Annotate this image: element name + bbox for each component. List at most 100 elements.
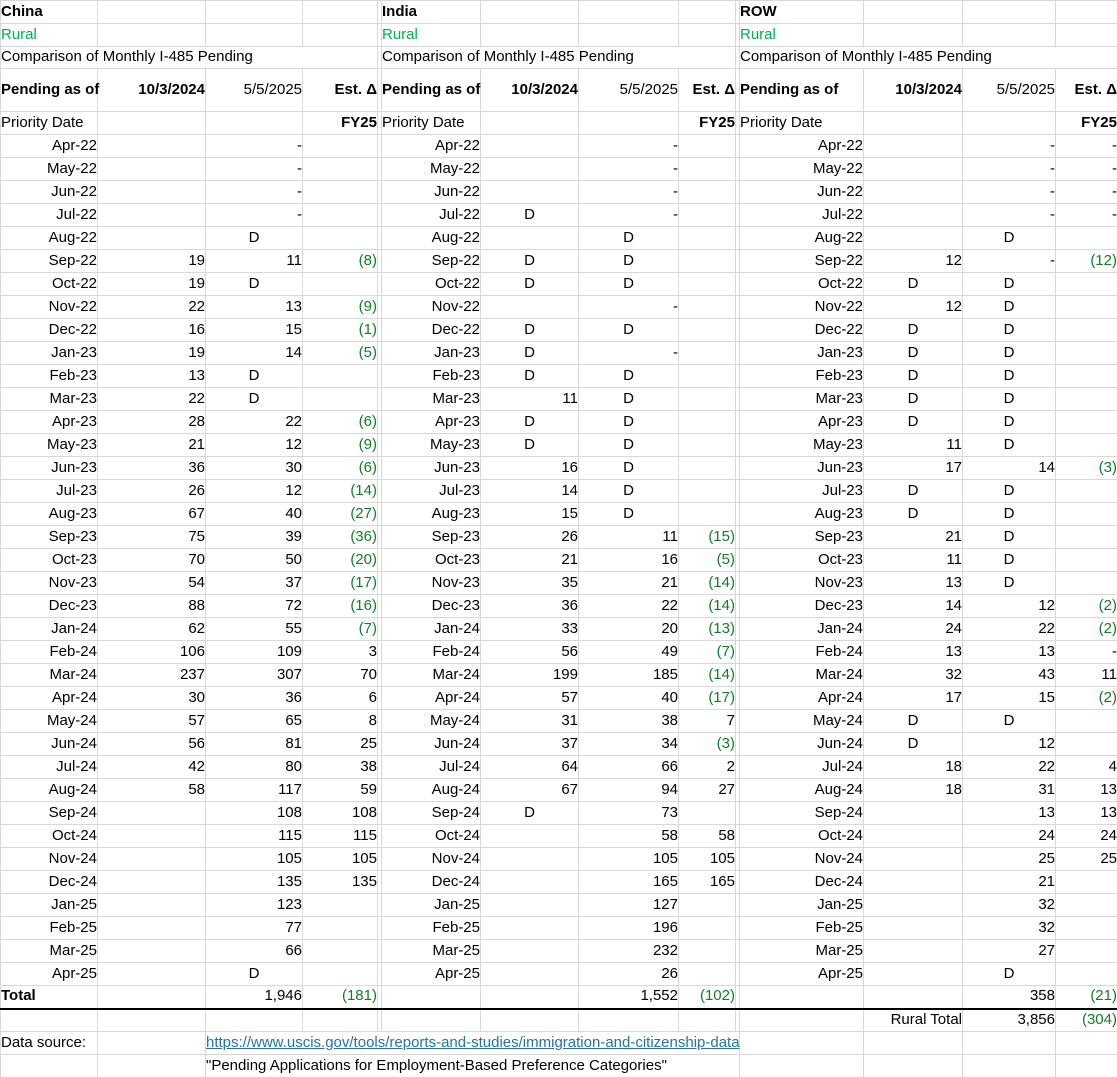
delta-cell[interactable] [678, 295, 736, 319]
value-cell[interactable] [480, 916, 579, 940]
value-cell[interactable]: 58 [578, 824, 679, 848]
value-cell[interactable]: D [962, 479, 1056, 503]
delta-cell[interactable] [302, 157, 378, 181]
value-cell[interactable]: D [962, 709, 1056, 733]
value-cell[interactable] [480, 962, 579, 986]
value-cell[interactable]: 43 [962, 663, 1056, 687]
value-cell[interactable]: 18 [863, 778, 963, 802]
month-cell[interactable]: Aug-22 [0, 226, 98, 250]
value-cell[interactable]: 64 [480, 755, 579, 779]
value-cell[interactable]: 54 [97, 571, 206, 595]
value-cell[interactable] [863, 939, 963, 963]
empty-cell[interactable] [1055, 23, 1117, 47]
value-cell[interactable]: 22 [578, 594, 679, 618]
empty-cell[interactable] [480, 111, 579, 135]
value-cell[interactable]: D [863, 272, 963, 296]
value-cell[interactable]: 127 [578, 893, 679, 917]
value-cell[interactable]: 56 [480, 640, 579, 664]
month-cell[interactable]: Feb-24 [739, 640, 864, 664]
delta-cell[interactable] [302, 939, 378, 963]
col-header-pending-as-of[interactable]: Pending as of [739, 68, 864, 112]
delta-cell[interactable]: 24 [1055, 824, 1117, 848]
value-cell[interactable] [97, 962, 206, 986]
value-cell[interactable]: 28 [97, 410, 206, 434]
month-cell[interactable]: Dec-23 [0, 594, 98, 618]
delta-cell[interactable] [1055, 962, 1117, 986]
value-cell[interactable]: D [863, 479, 963, 503]
value-cell[interactable]: 11 [480, 387, 579, 411]
delta-cell[interactable] [678, 456, 736, 480]
value-cell[interactable]: 12 [863, 249, 963, 273]
value-cell[interactable]: 19 [97, 272, 206, 296]
total-value[interactable]: 1,946 [205, 985, 303, 1010]
empty-cell[interactable] [863, 1054, 963, 1077]
month-cell[interactable]: Jun-22 [739, 180, 864, 204]
value-cell[interactable]: 21 [480, 548, 579, 572]
value-cell[interactable]: - [578, 180, 679, 204]
col-header-date-1[interactable]: 10/3/2024 [863, 68, 963, 112]
month-cell[interactable]: Nov-22 [0, 295, 98, 319]
value-cell[interactable]: 27 [962, 939, 1056, 963]
value-cell[interactable]: D [480, 272, 579, 296]
value-cell[interactable]: 32 [962, 893, 1056, 917]
month-cell[interactable]: Jul-23 [739, 479, 864, 503]
value-cell[interactable]: 17 [863, 686, 963, 710]
month-cell[interactable]: Sep-24 [739, 801, 864, 825]
value-cell[interactable] [480, 295, 579, 319]
month-cell[interactable]: Jan-25 [381, 893, 481, 917]
value-cell[interactable]: D [962, 433, 1056, 457]
value-cell[interactable]: 40 [578, 686, 679, 710]
total-delta[interactable]: (181) [302, 985, 378, 1010]
delta-cell[interactable]: 115 [302, 824, 378, 848]
empty-cell[interactable] [962, 23, 1056, 47]
value-cell[interactable]: - [962, 203, 1056, 227]
empty-cell[interactable] [381, 1008, 481, 1032]
month-cell[interactable]: Mar-25 [0, 939, 98, 963]
value-cell[interactable]: D [578, 433, 679, 457]
month-cell[interactable]: Jan-24 [381, 617, 481, 641]
value-cell[interactable]: 12 [962, 594, 1056, 618]
delta-cell[interactable]: 165 [678, 870, 736, 894]
value-cell[interactable]: 135 [205, 870, 303, 894]
value-cell[interactable]: 22 [962, 755, 1056, 779]
delta-cell[interactable]: (7) [302, 617, 378, 641]
value-cell[interactable] [863, 203, 963, 227]
table-subtitle-china[interactable]: Rural [0, 23, 98, 47]
value-cell[interactable]: 58 [97, 778, 206, 802]
month-cell[interactable]: Dec-24 [739, 870, 864, 894]
value-cell[interactable] [863, 157, 963, 181]
value-cell[interactable]: 65 [205, 709, 303, 733]
value-cell[interactable]: 21 [578, 571, 679, 595]
value-cell[interactable]: 237 [97, 663, 206, 687]
value-cell[interactable]: D [962, 962, 1056, 986]
empty-cell[interactable] [578, 111, 679, 135]
value-cell[interactable] [97, 916, 206, 940]
value-cell[interactable]: 39 [205, 525, 303, 549]
delta-cell[interactable]: (13) [678, 617, 736, 641]
empty-cell[interactable] [97, 1031, 206, 1055]
total-value[interactable]: 1,552 [578, 985, 679, 1010]
delta-cell[interactable]: 2 [678, 755, 736, 779]
delta-cell[interactable] [678, 939, 736, 963]
value-cell[interactable]: 12 [205, 433, 303, 457]
value-cell[interactable]: 70 [97, 548, 206, 572]
value-cell[interactable]: 94 [578, 778, 679, 802]
month-cell[interactable]: Jun-24 [381, 732, 481, 756]
month-cell[interactable]: Oct-22 [0, 272, 98, 296]
delta-cell[interactable]: (20) [302, 548, 378, 572]
delta-cell[interactable] [678, 479, 736, 503]
month-cell[interactable]: May-22 [739, 157, 864, 181]
month-cell[interactable]: Apr-24 [739, 686, 864, 710]
month-cell[interactable]: Aug-24 [381, 778, 481, 802]
value-cell[interactable]: D [480, 318, 579, 342]
delta-cell[interactable] [1055, 571, 1117, 595]
value-cell[interactable]: 21 [863, 525, 963, 549]
value-cell[interactable]: 16 [97, 318, 206, 342]
month-cell[interactable]: Jun-22 [381, 180, 481, 204]
month-cell[interactable]: Dec-24 [381, 870, 481, 894]
value-cell[interactable]: D [480, 433, 579, 457]
delta-cell[interactable] [678, 249, 736, 273]
delta-cell[interactable] [1055, 272, 1117, 296]
delta-cell[interactable] [1055, 433, 1117, 457]
empty-cell[interactable] [578, 1008, 679, 1032]
